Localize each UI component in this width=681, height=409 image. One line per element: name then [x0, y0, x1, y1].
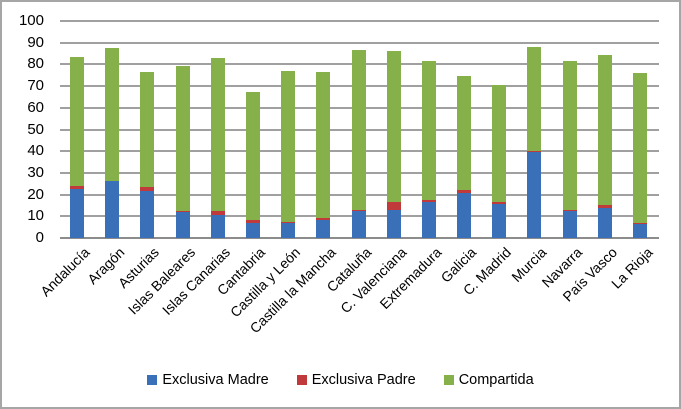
bar-segment-compartida	[281, 70, 296, 222]
bar-segment-exclusiva-madre	[351, 211, 366, 238]
legend-item-exclusiva-padre: Exclusiva Padre	[296, 372, 416, 388]
bar-segment-exclusiva-padre	[597, 205, 612, 209]
y-tick-label: 0	[35, 229, 44, 246]
bar-segment-compartida	[492, 85, 507, 202]
legend-swatch-exclusiva-padre	[296, 375, 307, 385]
bar-segment-exclusiva-padre	[457, 190, 472, 193]
bar-segment-exclusiva-madre	[281, 222, 296, 238]
y-tick-label: 40	[27, 142, 44, 160]
bar-segment-exclusiva-padre	[527, 150, 542, 153]
y-tick-label: 30	[27, 163, 44, 181]
y-tick-label: 70	[27, 77, 44, 95]
bar-segment-compartida	[175, 65, 190, 211]
bar-segment-exclusiva-madre	[245, 222, 260, 238]
y-tick-label: 10	[27, 207, 44, 225]
bar-segment-exclusiva-padre	[281, 221, 296, 223]
bar-segment-exclusiva-madre	[597, 208, 612, 238]
legend-label: Compartida	[458, 372, 534, 388]
bar-segment-compartida	[140, 71, 155, 188]
bar-segment-exclusiva-padre	[316, 218, 331, 221]
bar-segment-compartida	[210, 57, 225, 212]
legend-item-compartida: Compartida	[443, 372, 534, 388]
chart-legend: Exclusiva Madre Exclusiva Padre Comparti…	[0, 372, 681, 388]
bar-segment-exclusiva-madre	[316, 220, 331, 238]
bar-segment-exclusiva-madre	[140, 190, 155, 238]
bar-segment-exclusiva-padre	[140, 187, 155, 191]
bar-segment-exclusiva-madre	[70, 188, 84, 238]
legend-swatch-compartida	[443, 375, 454, 385]
legend-swatch-exclusiva-madre	[147, 375, 158, 385]
y-tick-label: 100	[18, 12, 44, 29]
bar-segment-exclusiva-madre	[492, 203, 507, 238]
bar-segment-exclusiva-padre	[70, 185, 84, 189]
legend-label: Exclusiva Padre	[311, 372, 416, 388]
bar-segment-exclusiva-madre	[562, 210, 577, 238]
bar-segment-exclusiva-madre	[527, 152, 542, 238]
bar-segment-exclusiva-padre	[175, 210, 190, 212]
bar-segment-compartida	[457, 75, 472, 191]
x-tick-label: Andalucía	[37, 244, 93, 300]
bar-segment-compartida	[562, 61, 577, 210]
bar-segment-compartida	[351, 50, 366, 210]
bar-segment-exclusiva-padre	[351, 210, 366, 212]
bar-segment-exclusiva-madre	[421, 201, 436, 238]
legend-item-exclusiva-madre: Exclusiva Madre	[147, 372, 269, 388]
bar-segment-compartida	[527, 47, 542, 151]
bar-segment-exclusiva-padre	[492, 201, 507, 204]
bar-segment-exclusiva-padre	[210, 211, 225, 215]
bar-segment-exclusiva-padre	[633, 223, 647, 225]
y-tick-label: 50	[27, 120, 44, 138]
gridline	[60, 20, 659, 22]
y-tick-label: 20	[27, 185, 44, 203]
bar-segment-exclusiva-padre	[421, 200, 436, 202]
bar-segment-exclusiva-padre	[386, 202, 401, 210]
bar-segment-compartida	[316, 71, 331, 219]
x-axis-line	[60, 237, 659, 239]
bar-segment-compartida	[386, 51, 401, 203]
bar-segment-exclusiva-madre	[175, 211, 190, 238]
bar-segment-compartida	[421, 61, 436, 201]
y-tick-label: 60	[27, 98, 44, 116]
bar-segment-exclusiva-madre	[457, 192, 472, 238]
y-tick-label: 80	[27, 55, 44, 73]
bar-segment-compartida	[245, 91, 260, 220]
bar-segment-compartida	[70, 56, 84, 186]
bar-segment-compartida	[105, 48, 120, 182]
bar-segment-exclusiva-madre	[105, 181, 120, 238]
bar-segment-exclusiva-madre	[386, 209, 401, 238]
bar-segment-exclusiva-padre	[562, 209, 577, 211]
gridline	[60, 41, 659, 44]
y-tick-label: 90	[27, 33, 44, 51]
bar-segment-exclusiva-padre	[245, 219, 260, 223]
legend-label: Exclusiva Madre	[162, 372, 269, 388]
bar-segment-compartida	[633, 72, 647, 224]
bar-segment-exclusiva-madre	[210, 214, 225, 238]
bar-segment-compartida	[597, 55, 612, 205]
bar-segment-exclusiva-madre	[633, 223, 647, 238]
